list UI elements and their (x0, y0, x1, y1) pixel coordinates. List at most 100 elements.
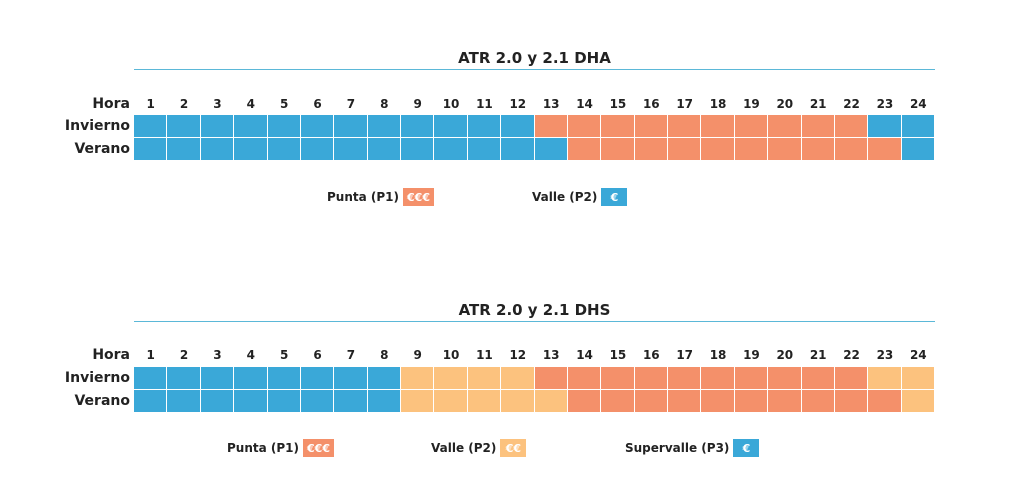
cell-verano-hour-10 (434, 390, 468, 412)
cell-verano-hour-15 (601, 138, 635, 160)
cell-invierno-hour-17 (668, 115, 702, 137)
cell-verano-hour-16 (634, 138, 668, 160)
cell-verano-hour-4 (234, 390, 268, 412)
cell-invierno-hour-23 (868, 115, 902, 137)
hour-tick-12: 12 (509, 97, 527, 111)
hour-tick-10: 10 (442, 97, 460, 111)
cell-invierno-hour-12 (501, 115, 535, 137)
cell-verano-hour-3 (200, 390, 235, 412)
legend-swatch-punta: €€€ (303, 439, 334, 457)
cell-invierno-hour-3 (200, 367, 235, 389)
hour-tick-14: 14 (576, 97, 593, 111)
cell-verano-hour-17 (668, 390, 702, 412)
cell-verano-hour-14 (567, 138, 602, 160)
cell-verano-hour-13 (534, 138, 568, 160)
hour-tick-6: 6 (313, 97, 322, 111)
hour-tick-13: 13 (542, 348, 560, 362)
chart-title: ATR 2.0 y 2.1 DHA (458, 49, 611, 67)
cell-invierno-hour-18 (701, 367, 735, 389)
cell-verano-hour-2 (167, 138, 201, 160)
cell-verano-hour-21 (801, 138, 835, 160)
legend-label: Punta (P1) (327, 190, 400, 204)
hour-tick-16: 16 (642, 348, 660, 362)
cell-verano-hour-21 (801, 390, 835, 412)
legend-swatch-valle: €€ (500, 439, 527, 457)
cell-invierno-hour-10 (434, 115, 468, 137)
hour-tick-14: 14 (576, 348, 593, 362)
hour-tick-19: 19 (743, 97, 760, 111)
cell-invierno-hour-9 (401, 115, 435, 137)
legend-label: Valle (P2) (431, 441, 497, 455)
hour-tick-22: 22 (843, 97, 860, 111)
cell-invierno-hour-24 (901, 367, 935, 389)
cell-verano-hour-19 (734, 390, 769, 412)
cell-invierno-hour-12 (501, 367, 535, 389)
cell-verano-hour-9 (401, 390, 435, 412)
cell-verano-hour-16 (634, 390, 668, 412)
cell-invierno-hour-13 (534, 367, 568, 389)
cell-verano-hour-4 (234, 138, 268, 160)
hour-tick-15: 15 (609, 97, 627, 111)
cell-invierno-hour-11 (467, 367, 502, 389)
cell-verano-hour-23 (868, 138, 902, 160)
hour-tick-7: 7 (346, 97, 356, 111)
hour-tick-17: 17 (676, 97, 694, 111)
hour-tick-11: 11 (476, 97, 493, 111)
hour-tick-3: 3 (213, 97, 222, 111)
hour-tick-19: 19 (743, 348, 760, 362)
cell-invierno-hour-7 (334, 367, 368, 389)
hour-tick-5: 5 (280, 348, 289, 362)
hour-tick-4: 4 (246, 97, 255, 111)
hour-tick-2: 2 (179, 348, 189, 362)
legend-punta: Punta (P1) €€€ (227, 438, 334, 458)
cell-invierno-hour-10 (434, 367, 468, 389)
cell-invierno-hour-22 (834, 115, 869, 137)
cell-invierno-hour-7 (334, 115, 368, 137)
cell-verano-hour-7 (334, 138, 368, 160)
legend-swatch-punta: €€€ (403, 188, 434, 206)
cell-verano-hour-6 (300, 390, 335, 412)
hour-tick-24: 24 (909, 97, 927, 111)
cell-invierno-hour-9 (401, 367, 435, 389)
title-rule (134, 321, 935, 322)
legend-valle: Valle (P2) € (532, 187, 628, 207)
cell-invierno-hour-4 (234, 115, 268, 137)
hour-tick-9: 9 (413, 97, 422, 111)
hour-tick-9: 9 (413, 348, 422, 362)
cell-verano-hour-12 (501, 390, 535, 412)
cell-verano-hour-7 (334, 390, 368, 412)
cell-verano-hour-3 (200, 138, 235, 160)
cell-invierno-hour-5 (267, 115, 301, 137)
hour-tick-2: 2 (179, 97, 189, 111)
cell-invierno-hour-24 (901, 115, 935, 137)
cell-invierno-hour-1 (134, 367, 168, 389)
legend-punta: Punta (P1) €€€ (327, 187, 434, 207)
legend-label: Valle (P2) (532, 190, 598, 204)
cell-verano-hour-11 (467, 138, 502, 160)
hour-tick-3: 3 (213, 348, 222, 362)
hour-tick-1: 1 (146, 97, 155, 111)
hour-tick-10: 10 (442, 348, 460, 362)
cell-invierno-hour-4 (234, 367, 268, 389)
cell-verano-hour-15 (601, 390, 635, 412)
cell-invierno-hour-6 (300, 367, 335, 389)
legend-valle: Valle (P2) €€ (431, 438, 527, 458)
hour-tick-4: 4 (246, 348, 255, 362)
hour-tick-13: 13 (542, 97, 560, 111)
title-rule (134, 69, 935, 70)
cell-verano-hour-9 (401, 138, 435, 160)
cell-invierno-hour-2 (167, 367, 201, 389)
hours-axis: 1 2 3 4 5 6 7 8 9 10 11 12 13 14 15 16 17 18 19 20 21 22 23 24 (134, 348, 935, 366)
grid-row-verano (134, 390, 935, 412)
hours-axis: 1 2 3 4 5 6 7 8 9 10 11 12 13 14 15 16 17 18 19 20 21 22 23 24 (134, 97, 935, 115)
cell-verano-hour-23 (868, 390, 902, 412)
cell-invierno-hour-19 (734, 115, 769, 137)
cell-invierno-hour-6 (300, 115, 335, 137)
cell-invierno-hour-5 (267, 367, 301, 389)
cell-verano-hour-6 (300, 138, 335, 160)
cell-verano-hour-22 (834, 138, 869, 160)
hour-tick-18: 18 (709, 97, 727, 111)
cell-invierno-hour-21 (801, 367, 835, 389)
cell-invierno-hour-14 (567, 115, 602, 137)
cell-invierno-hour-23 (868, 367, 902, 389)
